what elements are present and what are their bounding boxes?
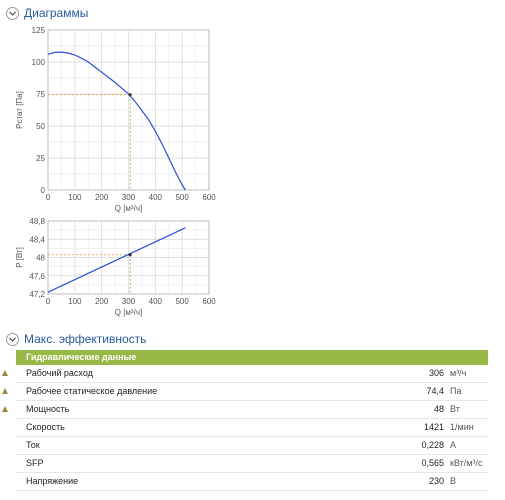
x-tick-label: 500 xyxy=(175,297,189,306)
row-unit: м³/ч xyxy=(450,368,467,378)
row-label: Мощность xyxy=(26,404,70,414)
y-tick-label: 25 xyxy=(36,154,45,163)
table-row: Рабочий расход 306 м³/ч xyxy=(2,365,488,383)
series-line xyxy=(47,51,186,191)
table-row: Мощность 48 Вт xyxy=(2,401,488,419)
row-unit: Па xyxy=(450,386,462,396)
row-label: Скорость xyxy=(26,422,65,432)
row-value: 306 xyxy=(428,368,444,378)
table-row: SFP 0,565 кВт/м³/с xyxy=(16,455,488,473)
y-tick-label: 75 xyxy=(36,90,45,99)
x-tick-label: 400 xyxy=(149,193,163,202)
x-axis-label: Q [м³/ч] xyxy=(115,308,142,317)
row-unit: В xyxy=(450,476,457,486)
row-value: 48 xyxy=(433,404,444,414)
series-line xyxy=(47,227,186,293)
x-tick-label: 200 xyxy=(95,193,109,202)
table-row: Напряжение 230 В xyxy=(16,473,488,491)
y-tick-label: 48 xyxy=(36,254,45,263)
y-tick-label: 50 xyxy=(36,122,45,131)
x-tick-label: 500 xyxy=(175,193,189,202)
x-tick-label: 400 xyxy=(149,297,163,306)
table-row: Скорость 1421 1/мин xyxy=(16,419,488,437)
y-tick-label: 0 xyxy=(41,186,46,195)
y-tick-label: 47,6 xyxy=(29,272,45,281)
table-row: Рабочее статическое давление 74,4 Па xyxy=(2,383,488,401)
y-tick-label: 47,2 xyxy=(29,290,45,299)
y-axis-label: Pстат [Па] xyxy=(15,91,24,129)
row-unit: Вт xyxy=(450,404,460,414)
hydraulic-data-table: Гидравлические данные Рабочий расход 306 м… xyxy=(2,350,488,491)
row-value: 1421 xyxy=(423,422,444,432)
chevron-down-icon xyxy=(6,6,19,20)
diagrams-section-title: Диаграммы xyxy=(24,6,89,20)
x-tick-label: 600 xyxy=(202,193,216,202)
x-tick-label: 0 xyxy=(46,193,51,202)
pressure-chart: 0 100 200 300 400 500 600 0 25 50 75 100 125 Q [м³/ч]… xyxy=(15,26,216,213)
row-label: SFP xyxy=(26,458,44,468)
triangle-marker-icon xyxy=(2,370,8,376)
x-tick-label: 300 xyxy=(122,297,136,306)
y-tick-label: 48,4 xyxy=(29,235,45,244)
table-row: Ток 0,228 А xyxy=(16,437,488,455)
row-label: Ток xyxy=(26,440,40,450)
max-efficiency-section-toggle[interactable]: Макс. эффективность xyxy=(6,332,146,346)
row-value: 0,228 xyxy=(421,440,444,450)
row-value: 74,4 xyxy=(426,386,444,396)
x-tick-label: 600 xyxy=(202,297,216,306)
row-value: 0,565 xyxy=(421,458,444,468)
y-tick-label: 125 xyxy=(32,26,46,35)
y-axis-label: P [Вт] xyxy=(15,247,24,268)
x-tick-label: 100 xyxy=(68,193,82,202)
x-tick-label: 300 xyxy=(122,193,136,202)
row-value: 230 xyxy=(428,476,444,486)
row-unit: 1/мин xyxy=(450,422,474,432)
row-label: Рабочий расход xyxy=(26,368,93,378)
row-unit: кВт/м³/с xyxy=(450,458,483,468)
row-unit: А xyxy=(450,440,457,450)
x-tick-label: 100 xyxy=(68,297,82,306)
y-tick-label: 100 xyxy=(32,58,46,67)
x-axis-label: Q [м³/ч] xyxy=(115,204,142,213)
chevron-down-icon xyxy=(6,332,19,346)
power-chart: 0 100 200 300 400 500 600 47,2 47,6 48 48,4 48,8 Q [… xyxy=(15,217,216,317)
operating-point-marker xyxy=(128,93,132,97)
triangle-marker-icon xyxy=(2,388,8,394)
triangle-marker-icon xyxy=(2,406,8,412)
diagrams-section-toggle[interactable]: Диаграммы xyxy=(6,6,88,20)
operating-point-marker xyxy=(128,253,132,257)
x-tick-label: 0 xyxy=(46,297,51,306)
row-label: Напряжение xyxy=(26,476,79,486)
row-label: Рабочее статическое давление xyxy=(26,386,158,396)
table-header: Гидравлические данные xyxy=(16,350,488,365)
x-tick-label: 200 xyxy=(95,297,109,306)
max-efficiency-section-title: Макс. эффективность xyxy=(24,332,147,346)
y-tick-label: 48,8 xyxy=(29,217,45,226)
